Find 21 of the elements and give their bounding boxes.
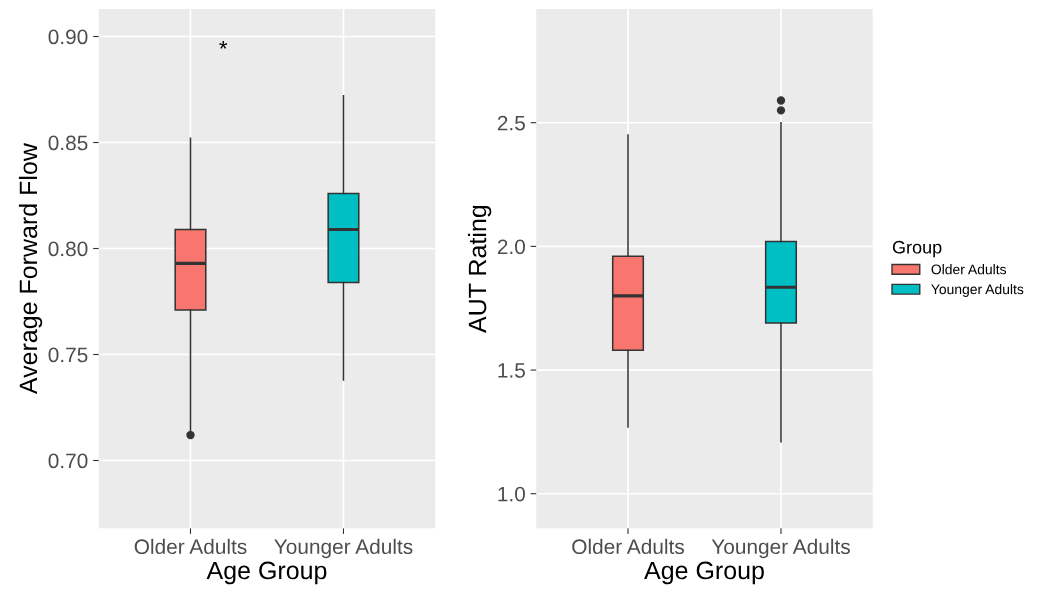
y-tick-label: 1.5	[498, 363, 525, 378]
y-tick-label: 0.90	[48, 29, 88, 45]
y-tick-label: 2.0	[497, 239, 525, 255]
x-tick-label: Older Adults	[134, 538, 247, 555]
y-axis-title: AUT Rating	[467, 205, 492, 333]
legend-label: Younger Adults	[931, 284, 1024, 297]
x-axis-title: Age Group	[644, 561, 764, 585]
y-tick-label: 0.70	[48, 453, 88, 469]
x-tick-label: Older Adults	[572, 538, 684, 555]
y-tick-label: 0.75	[48, 347, 88, 363]
x-axis-title: Age Group	[206, 561, 327, 585]
y-tick-label: 0.80	[48, 241, 88, 257]
y-tick-label: 1.0	[498, 486, 525, 502]
y-tick-label: 2.5	[497, 115, 525, 131]
annotation: *	[219, 40, 228, 49]
y-axis-title: Average Forward Flow	[18, 143, 43, 395]
x-tick-label: Younger Adults	[711, 538, 850, 559]
x-tick-label: Younger Adults	[274, 538, 413, 559]
legend-label: Older Adults	[931, 264, 1007, 275]
legend-title: Group	[892, 240, 942, 258]
y-tick-label: 0.85	[48, 135, 88, 151]
